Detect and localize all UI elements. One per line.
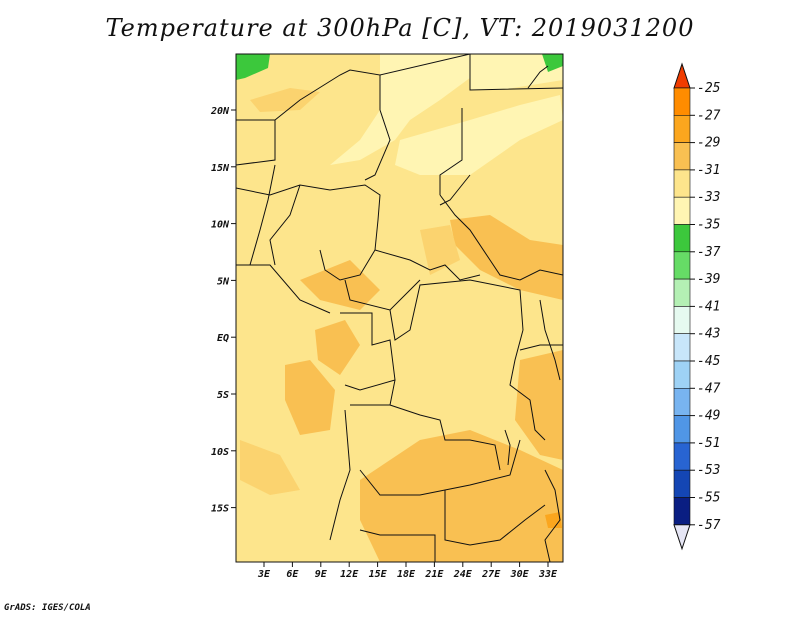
colorbar-swatch [674,143,690,170]
colorbar-swatch [674,225,690,252]
colorbar-label: -43 [697,327,720,342]
colorbar-swatch [674,361,690,388]
lon-tick-label: 33E [538,569,558,580]
lon-tick-label: 6E [286,569,299,580]
lat-tick-label: 20N [210,106,230,117]
colorbar-label: -55 [697,491,721,506]
colorbar-swatch [674,416,690,443]
colorbar-label: -51 [697,436,720,451]
latitude-ticks: 20N 15N 10N 5N EQ 5S 10S 15S [210,106,236,515]
colorbar-swatch [674,88,690,115]
colorbar-label: -45 [697,354,721,369]
colorbar-swatch [674,170,690,197]
colorbar-swatch [674,470,690,497]
lat-tick-label: 10S [211,447,229,458]
lon-tick-label: 27E [481,569,501,580]
colorbar-label: -49 [697,409,720,424]
lon-tick-label: 15E [369,569,388,580]
lon-tick-label: 9E [315,569,328,580]
grads-credit: GrADS: IGES/COLA [4,603,91,613]
colorbar-label: -57 [697,518,721,533]
lat-tick-label: 5N [217,276,230,287]
colorbar-swatch [674,115,690,142]
colorbar-label: -53 [697,463,720,478]
colorbar-swatch [674,498,690,525]
lon-tick-label: 21E [424,569,444,580]
colorbar-swatch [674,388,690,415]
lat-tick-label: EQ [217,333,229,344]
colorbar-label: -37 [697,245,721,260]
colorbar-label: -31 [697,163,720,178]
colorbar-swatch [674,306,690,333]
colorbar-swatch [674,252,690,279]
temperature-field [236,54,563,562]
colorbar-label: -29 [697,136,720,151]
colorbar-swatch [674,334,690,361]
colorbar-swatch [674,443,690,470]
colorbar-label: -27 [697,108,721,123]
colorbar-label: -33 [697,190,720,205]
colorbar-bottom-arrow [674,525,690,549]
lon-tick-label: 3E [257,569,271,580]
lat-tick-label: 15S [211,504,229,515]
colorbar-label: -39 [697,272,720,287]
lon-tick-label: 24E [453,569,473,580]
lat-tick-label: 5S [217,390,229,401]
colorbar-top-arrow [674,64,690,88]
colorbar-label: -41 [697,299,720,314]
colorbar: -25 -27 -29 -31 -33 -35 -37 -39 -41 -43 -45 -47 -49 -… [674,64,721,549]
colorbar-label: -35 [697,218,721,233]
lon-tick-label: 18E [397,569,416,580]
colorbar-swatch [674,279,690,306]
lon-tick-label: 30E [510,569,530,580]
colorbar-label: -25 [697,81,721,96]
colorbar-swatch [674,197,690,224]
lon-tick-label: 12E [340,569,359,580]
colorbar-label: -47 [697,381,721,396]
lat-tick-label: 10N [211,220,230,231]
longitude-ticks: 3E 6E 9E 12E 15E 18E 21E 24E 27E 30E 33E [257,562,558,580]
lat-tick-label: 15N [211,163,230,174]
